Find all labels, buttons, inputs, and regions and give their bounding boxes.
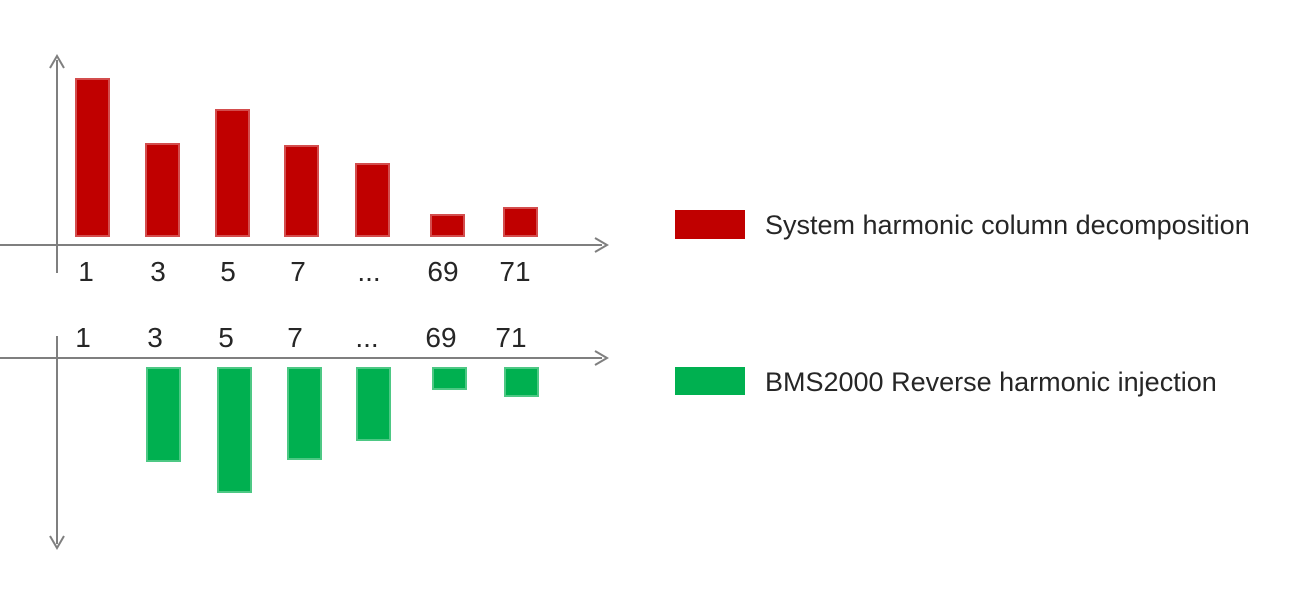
chart-bottom-tick-label-3: 3 xyxy=(147,322,163,353)
chart-top-tick-label-1: 1 xyxy=(78,256,94,287)
red-bar-... xyxy=(354,163,390,237)
chart-top-tick-label-...: ... xyxy=(357,256,381,287)
chart-bottom-tick-label-7: 7 xyxy=(287,322,303,353)
red-bar-7 xyxy=(284,145,319,237)
chart-bottom-tick-label-69: 69 xyxy=(425,322,457,353)
legend-swatch-red xyxy=(675,210,745,239)
chart-top-tick-label-71: 71 xyxy=(499,256,531,287)
green-bar-... xyxy=(355,367,391,441)
chart-top-tick-label-3: 3 xyxy=(150,256,166,287)
chart-bottom-tick-label-5: 5 xyxy=(218,322,234,353)
chart-bottom-tick-label-71: 71 xyxy=(495,322,527,353)
red-bar-1 xyxy=(75,78,110,237)
chart-top-tick-label-5: 5 xyxy=(220,256,236,287)
green-bar-71 xyxy=(503,367,539,397)
top-chart-y-axis-arrowhead-icon xyxy=(49,54,65,69)
red-bar-5 xyxy=(215,109,250,237)
green-bar-5 xyxy=(216,367,252,493)
legend-label-bms2000: BMS2000 Reverse harmonic injection xyxy=(765,367,1217,397)
chart-bottom-tick-label-...: ... xyxy=(355,322,379,353)
bottom-chart-y-axis-arrowhead-icon xyxy=(49,535,65,550)
bottom-chart-x-axis-arrowhead-icon xyxy=(594,350,609,366)
chart-top-tick-label-69: 69 xyxy=(427,256,459,287)
red-bar-71 xyxy=(502,207,538,237)
green-bar-7 xyxy=(286,367,322,460)
chart-bottom-tick-label-1: 1 xyxy=(75,322,91,353)
red-bar-3 xyxy=(144,143,180,237)
legend-label-system: System harmonic column decomposition xyxy=(765,210,1250,240)
red-bar-69 xyxy=(429,214,465,237)
green-bar-3 xyxy=(145,367,181,462)
chart-top-tick-label-7: 7 xyxy=(290,256,306,287)
legend-swatch-green xyxy=(675,367,745,395)
green-bar-69 xyxy=(431,367,467,390)
top-chart-x-axis-arrowhead-icon xyxy=(594,237,609,253)
